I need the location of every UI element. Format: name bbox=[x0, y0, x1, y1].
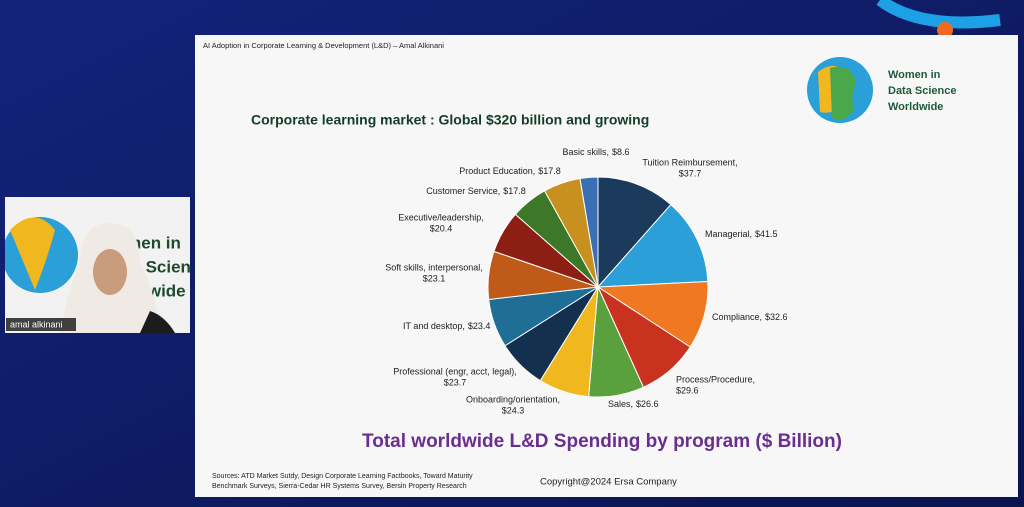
slice-label: Professional (engr, acct, legal), bbox=[393, 366, 517, 376]
slice-label: Onboarding/orientation, bbox=[466, 394, 560, 404]
slice-label: Customer Service, bbox=[426, 186, 500, 196]
slide-heading: Corporate learning market : Global $320 … bbox=[251, 112, 649, 128]
slice-label: Sales, bbox=[608, 399, 633, 409]
slice-label-group: IT and desktop, $23.4 bbox=[403, 321, 490, 331]
decor bbox=[937, 22, 953, 38]
slide-header: AI Adoption in Corporate Learning & Deve… bbox=[203, 41, 444, 50]
slice-label: IT and desktop, bbox=[403, 321, 465, 331]
video-tile: Women in Data Science Worldwide bbox=[5, 197, 190, 333]
logo-text: Worldwide bbox=[888, 101, 943, 113]
pie-slice bbox=[597, 176, 672, 289]
slice-value-label: $29.6 bbox=[676, 385, 699, 395]
decor bbox=[876, 0, 1001, 29]
slice-label: Tuition Reimbursement, bbox=[642, 157, 737, 167]
slice-value-label: $41.5 bbox=[755, 229, 778, 239]
slice-label: Product Education, bbox=[459, 166, 535, 176]
slice-label: Process/Procedure, bbox=[676, 374, 755, 384]
logo-shape bbox=[830, 66, 856, 120]
slice-label: Managerial, bbox=[705, 229, 752, 239]
slice-value-label: $37.7 bbox=[679, 168, 702, 178]
slice-value-label: $24.3 bbox=[502, 405, 525, 415]
slice-value-label: $17.8 bbox=[503, 186, 526, 196]
slice-label-group: Compliance, $32.6 bbox=[712, 312, 788, 322]
person-clothes bbox=[140, 311, 175, 333]
slice-value-label: $23.4 bbox=[468, 321, 491, 331]
sources: Sources: ATD Market Sutdy, Design Corpor… bbox=[212, 473, 473, 480]
person-face bbox=[93, 249, 127, 295]
speaker-name: amal alkinani bbox=[10, 319, 63, 329]
slice-label-group: Sales, $26.6 bbox=[608, 399, 659, 409]
slice-value-label: $23.7 bbox=[444, 377, 467, 387]
slice-label: Soft skills, interpersonal, bbox=[385, 262, 483, 272]
logo-text: Data Science bbox=[888, 85, 956, 97]
video-logo bbox=[10, 217, 55, 290]
slice-value-label: $32.6 bbox=[765, 312, 788, 322]
slice-label: Basic skills, bbox=[562, 147, 609, 157]
slice-label-group: Managerial, $41.5 bbox=[705, 229, 778, 239]
logo-text: Women in bbox=[888, 69, 941, 81]
slice-label-group: Basic skills, $8.6 bbox=[562, 147, 629, 157]
slice-label: Compliance, bbox=[712, 312, 762, 322]
slice-value-label: $17.8 bbox=[538, 166, 561, 176]
slice-value-label: $8.6 bbox=[612, 147, 630, 157]
slice-value-label: $20.4 bbox=[430, 223, 453, 233]
pie-slice bbox=[543, 177, 599, 288]
logo: Women in Data Science Worldwide bbox=[807, 57, 956, 123]
sources: Benchmark Surveys, Sierra-Cedar HR Syste… bbox=[212, 483, 467, 490]
slice-label-group: Customer Service, $17.8 bbox=[426, 186, 526, 196]
slice-value-label: $23.1 bbox=[423, 273, 446, 283]
name-tag bbox=[6, 318, 76, 331]
copyright: Copyright@2024 Ersa Company bbox=[540, 477, 677, 488]
slice-label-group: Product Education, $17.8 bbox=[459, 166, 561, 176]
chart-title: Total worldwide L&D Spending by program … bbox=[362, 431, 842, 452]
slice-value-label: $26.6 bbox=[636, 399, 659, 409]
pie-slice bbox=[596, 203, 709, 288]
slice-label: Executive/leadership, bbox=[398, 212, 484, 222]
